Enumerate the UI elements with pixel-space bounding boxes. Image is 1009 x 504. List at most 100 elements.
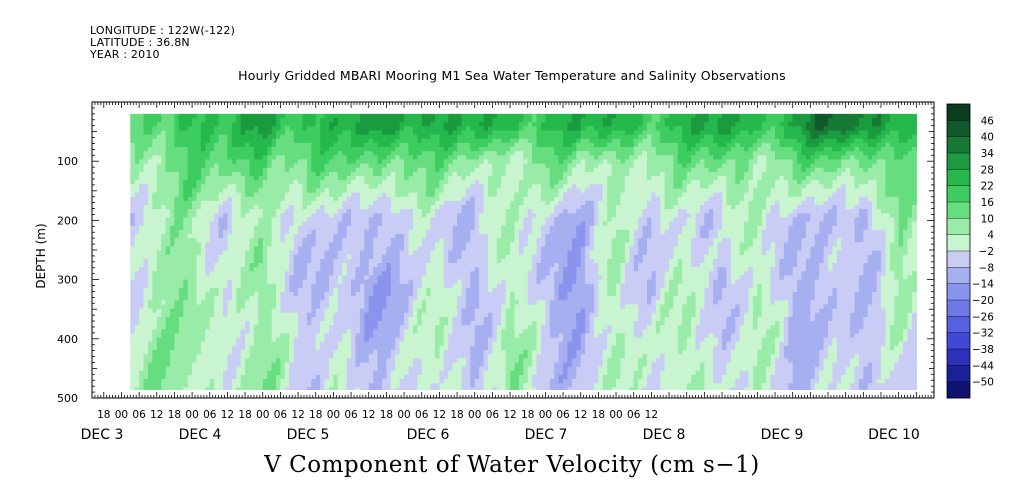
heatmap-cell	[390, 142, 396, 148]
heatmap-cell	[434, 242, 440, 248]
heatmap-cell	[448, 213, 454, 219]
heatmap-cell	[258, 292, 264, 297]
heatmap-cell	[351, 341, 357, 347]
heatmap-cell	[289, 329, 295, 335]
heatmap-cell	[329, 159, 335, 165]
heatmap-cell	[227, 167, 233, 173]
heatmap-cell	[439, 325, 445, 330]
heatmap-cell	[302, 366, 308, 372]
heatmap-cell	[156, 287, 162, 293]
heatmap-cell	[196, 263, 202, 268]
heatmap-cell	[192, 321, 198, 326]
heatmap-cell	[412, 374, 418, 380]
heatmap-cell	[249, 200, 255, 206]
heatmap-cell	[267, 345, 273, 351]
heatmap-cell	[227, 337, 233, 343]
heatmap-cell	[200, 337, 206, 343]
heatmap-cell	[399, 122, 405, 127]
heatmap-cell	[178, 387, 184, 390]
heatmap-cell	[276, 308, 282, 314]
heatmap-cell	[284, 238, 290, 243]
heatmap-cell	[156, 167, 162, 173]
heatmap-cell	[156, 176, 162, 181]
heatmap-cell	[249, 370, 255, 376]
heatmap-cell	[417, 345, 423, 351]
heatmap-cell	[130, 283, 136, 289]
heatmap-cell	[315, 325, 321, 330]
heatmap-cell	[205, 117, 211, 123]
heatmap-cell	[337, 225, 343, 231]
heatmap-cell	[417, 122, 423, 127]
heatmap-cell	[134, 354, 140, 359]
heatmap-cell	[209, 155, 215, 161]
heatmap-cell	[412, 242, 418, 248]
heatmap-cell	[306, 163, 312, 169]
heatmap-cell	[346, 234, 352, 239]
heatmap-cell	[200, 146, 206, 152]
heatmap-cell	[434, 126, 440, 132]
heatmap-cell	[329, 213, 335, 219]
heatmap-cell	[377, 163, 383, 169]
heatmap-cell	[408, 167, 414, 173]
heatmap-cell	[227, 126, 233, 132]
heatmap-cell	[346, 155, 352, 161]
heatmap-cell	[359, 370, 365, 376]
heatmap-cell	[200, 279, 206, 285]
heatmap-cell	[280, 234, 286, 239]
heatmap-cell	[443, 205, 449, 210]
heatmap-cell	[364, 321, 370, 326]
heatmap-cell	[452, 217, 458, 223]
heatmap-cell	[346, 304, 352, 310]
heatmap-cell	[196, 213, 202, 219]
heatmap-cell	[399, 387, 405, 390]
heatmap-cell	[192, 142, 198, 148]
heatmap-cell	[430, 358, 436, 364]
heatmap-cell	[134, 130, 140, 136]
heatmap-cell	[315, 383, 321, 388]
heatmap-cell	[377, 217, 383, 223]
heatmap-cell	[280, 316, 286, 322]
heatmap-cell	[426, 229, 432, 235]
heatmap-cell	[439, 171, 445, 177]
heatmap-cell	[404, 316, 410, 322]
heatmap-cell	[262, 184, 268, 190]
heatmap-cell	[351, 345, 357, 351]
heatmap-cell	[240, 209, 246, 214]
heatmap-cell	[381, 283, 388, 289]
heatmap-cell	[227, 366, 233, 372]
heatmap-cell	[324, 308, 330, 314]
heatmap-cell	[156, 316, 162, 322]
heatmap-cell	[386, 217, 392, 223]
heatmap-cell	[408, 117, 414, 123]
heatmap-cell	[245, 134, 251, 140]
heatmap-cell	[430, 146, 436, 152]
heatmap-cell	[329, 387, 335, 390]
heatmap-cell	[156, 246, 162, 252]
heatmap-cell	[377, 263, 383, 268]
heatmap-cell	[249, 122, 255, 127]
heatmap-cell	[161, 362, 167, 368]
heatmap-cell	[315, 113, 321, 119]
heatmap-cell	[386, 242, 392, 248]
heatmap-cell	[329, 146, 335, 152]
heatmap-cell	[240, 213, 246, 219]
heatmap-cell	[134, 176, 140, 181]
heatmap-cell	[359, 296, 365, 301]
heatmap-cell	[443, 387, 449, 390]
heatmap-cell	[267, 362, 273, 368]
heatmap-cell	[311, 184, 317, 190]
heatmap-cell	[373, 229, 379, 235]
heatmap-cell	[448, 246, 454, 252]
heatmap-cell	[231, 271, 237, 277]
heatmap-cell	[174, 358, 180, 364]
heatmap-cell	[368, 250, 374, 256]
heatmap-cell	[205, 350, 211, 355]
heatmap-cell	[337, 171, 343, 177]
heatmap-cell	[443, 159, 449, 165]
heatmap-cell	[377, 192, 383, 198]
heatmap-cell	[165, 283, 171, 289]
heatmap-cell	[196, 333, 202, 339]
heatmap-cell	[143, 221, 149, 227]
heatmap-cell	[342, 209, 348, 214]
heatmap-cell	[231, 196, 237, 202]
